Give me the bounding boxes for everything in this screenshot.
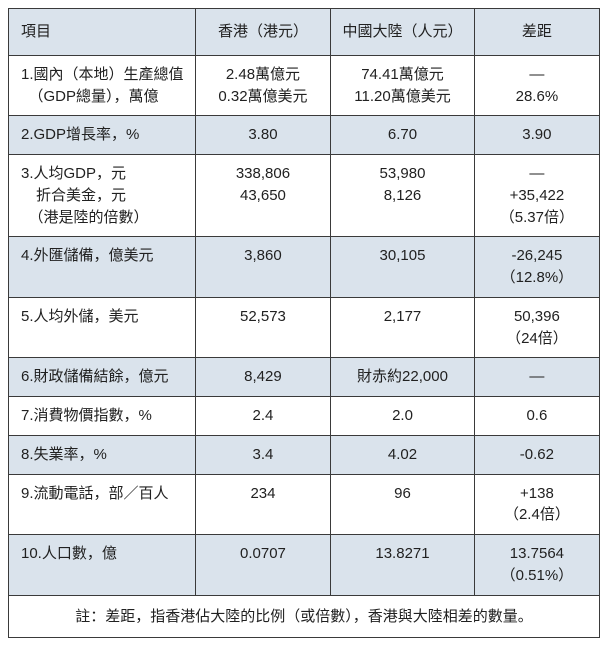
cell-gap: -0.62 — [474, 435, 599, 474]
cell-item: 1.國內（本地）生產總值 （GDP總量），萬億 — [9, 55, 196, 116]
table-header: 項目 香港（港元） 中國大陸（人元） 差距 — [9, 9, 600, 56]
cell-hk: 3,860 — [195, 237, 330, 298]
cell-gap: 0.6 — [474, 397, 599, 436]
table-row: 10.人口數，億0.070713.827113.7564 （0.51%） — [9, 535, 600, 596]
table-row: 6.財政儲備結餘，億元8,429財赤約22,000— — [9, 358, 600, 397]
table-row: 2.GDP增長率，%3.806.703.90 — [9, 116, 600, 155]
cell-item: 2.GDP增長率，% — [9, 116, 196, 155]
cell-item: 8.失業率，% — [9, 435, 196, 474]
header-hk: 香港（港元） — [195, 9, 330, 56]
cell-hk: 3.4 — [195, 435, 330, 474]
cell-cn: 53,980 8,126 — [331, 155, 475, 237]
table-row: 4.外匯儲備，億美元3,86030,105-26,245 （12.8%） — [9, 237, 600, 298]
cell-cn: 2,177 — [331, 297, 475, 358]
header-item: 項目 — [9, 9, 196, 56]
cell-cn: 6.70 — [331, 116, 475, 155]
cell-gap: — +35,422 （5.37倍） — [474, 155, 599, 237]
header-gap: 差距 — [474, 9, 599, 56]
cell-item: 4.外匯儲備，億美元 — [9, 237, 196, 298]
cell-gap: — — [474, 358, 599, 397]
table-row: 3.人均GDP，元 折合美金，元 （港是陸的倍數）338,806 43,6505… — [9, 155, 600, 237]
cell-gap: 50,396 （24倍） — [474, 297, 599, 358]
cell-gap: 3.90 — [474, 116, 599, 155]
table-row: 9.流動電話，部／百人23496+138 （2.4倍） — [9, 474, 600, 535]
cell-hk: 8,429 — [195, 358, 330, 397]
table-row: 5.人均外儲，美元52,5732,17750,396 （24倍） — [9, 297, 600, 358]
table-body: 1.國內（本地）生產總值 （GDP總量），萬億2.48萬億元 0.32萬億美元7… — [9, 55, 600, 595]
cell-item: 6.財政儲備結餘，億元 — [9, 358, 196, 397]
cell-cn: 13.8271 — [331, 535, 475, 596]
cell-cn: 74.41萬億元 11.20萬億美元 — [331, 55, 475, 116]
table-row: 1.國內（本地）生產總值 （GDP總量），萬億2.48萬億元 0.32萬億美元7… — [9, 55, 600, 116]
cell-cn: 96 — [331, 474, 475, 535]
cell-cn: 財赤約22,000 — [331, 358, 475, 397]
footnote: 註：差距，指香港佔大陸的比例（或倍數），香港與大陸相差的數量。 — [9, 595, 600, 638]
cell-item: 3.人均GDP，元 折合美金，元 （港是陸的倍數） — [9, 155, 196, 237]
cell-hk: 2.48萬億元 0.32萬億美元 — [195, 55, 330, 116]
table-row: 7.消費物價指數，%2.42.00.6 — [9, 397, 600, 436]
cell-hk: 3.80 — [195, 116, 330, 155]
comparison-table: 項目 香港（港元） 中國大陸（人元） 差距 1.國內（本地）生產總值 （GDP總… — [8, 8, 600, 638]
cell-hk: 2.4 — [195, 397, 330, 436]
cell-gap: — 28.6% — [474, 55, 599, 116]
cell-item: 10.人口數，億 — [9, 535, 196, 596]
cell-item: 9.流動電話，部／百人 — [9, 474, 196, 535]
cell-item: 5.人均外儲，美元 — [9, 297, 196, 358]
cell-gap: +138 （2.4倍） — [474, 474, 599, 535]
table-row: 8.失業率，%3.44.02-0.62 — [9, 435, 600, 474]
cell-hk: 234 — [195, 474, 330, 535]
cell-cn: 2.0 — [331, 397, 475, 436]
header-cn: 中國大陸（人元） — [331, 9, 475, 56]
cell-cn: 30,105 — [331, 237, 475, 298]
cell-item: 7.消費物價指數，% — [9, 397, 196, 436]
cell-cn: 4.02 — [331, 435, 475, 474]
cell-hk: 338,806 43,650 — [195, 155, 330, 237]
cell-hk: 52,573 — [195, 297, 330, 358]
cell-gap: 13.7564 （0.51%） — [474, 535, 599, 596]
cell-gap: -26,245 （12.8%） — [474, 237, 599, 298]
cell-hk: 0.0707 — [195, 535, 330, 596]
